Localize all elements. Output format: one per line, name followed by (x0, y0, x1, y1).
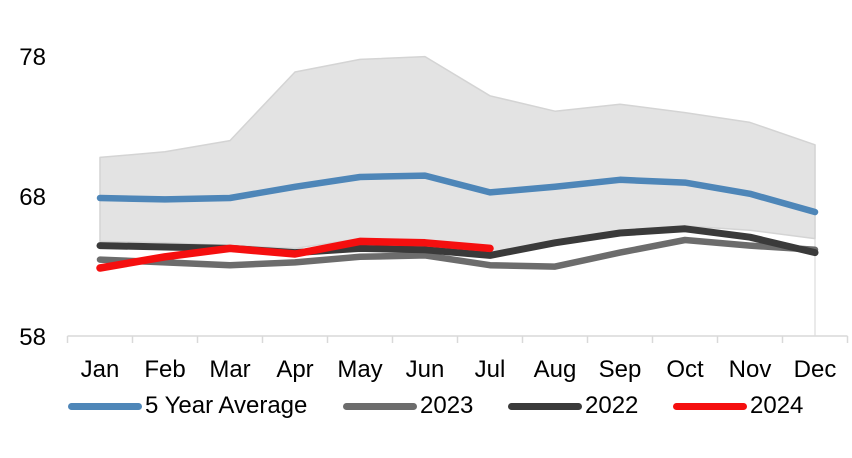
x-axis-month-label: Nov (728, 356, 772, 383)
x-axis-month-label: Jul (474, 356, 506, 383)
x-axis-month-label: Apr (276, 356, 314, 383)
line-5-year-average (96, 172, 819, 216)
x-axis-month-label: May (337, 356, 383, 383)
y-axis-tick-label: 68 (19, 184, 46, 211)
five-year-range-band (99, 55, 816, 254)
y-axis-tick-label: 78 (19, 44, 46, 71)
legend-item-5-year-average: 5 Year Average (68, 392, 307, 420)
x-axis-month-label: Feb (144, 356, 186, 383)
x-axis-month-label: Oct (666, 356, 704, 383)
legend-line-swatch (343, 402, 417, 410)
legend-line-swatch (68, 402, 142, 410)
legend-item-2024: 2024 (673, 392, 803, 420)
x-axis-month-label: Jun (405, 356, 445, 383)
x-axis-month-label: Mar (209, 356, 251, 383)
x-axis-month-label: Dec (793, 356, 837, 383)
x-axis-month-label: Sep (598, 356, 642, 383)
legend-label: 2023 (420, 392, 474, 419)
line-2023 (96, 236, 819, 270)
legend-line-swatch (673, 402, 747, 410)
legend-label: 2024 (750, 392, 804, 419)
line-2024 (96, 237, 494, 272)
x-axis-month-label: Jan (80, 356, 120, 383)
legend-line-swatch (508, 402, 582, 410)
x-axis-month-label: Aug (533, 356, 577, 383)
legend-item-2022: 2022 (508, 392, 638, 420)
y-axis-tick-label: 58 (19, 324, 46, 351)
legend-item-2023: 2023 (343, 392, 473, 420)
legend-label: 2022 (585, 392, 639, 419)
legend-label: 5 Year Average (145, 392, 308, 419)
